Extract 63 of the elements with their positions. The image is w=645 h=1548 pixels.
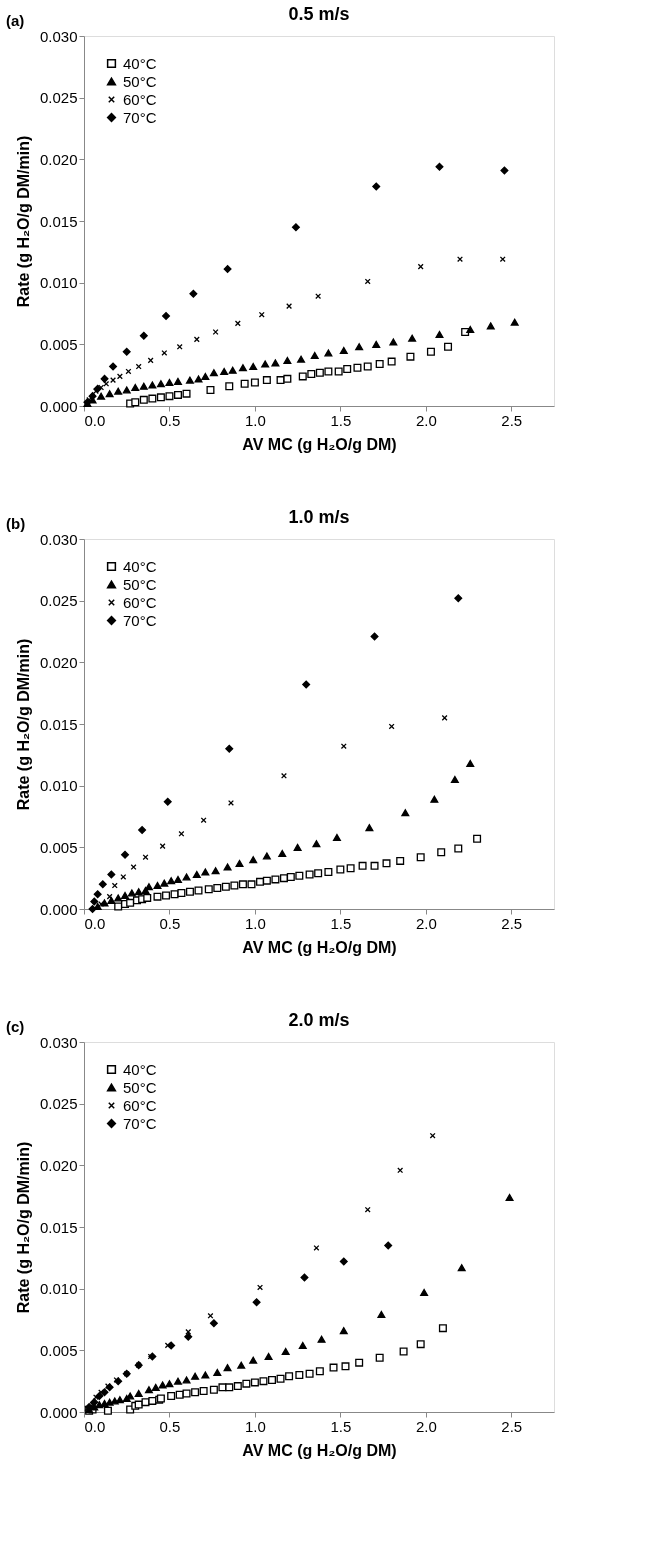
chart-title: 1.0 m/s	[288, 507, 350, 527]
x-tick-label: 0.5	[159, 914, 181, 932]
y-tick-label: 0.030	[39, 530, 78, 548]
chart-title: 2.0 m/s	[288, 1010, 350, 1030]
x-tick-label: 1.0	[244, 1417, 266, 1435]
y-tick-label: 0.015	[39, 212, 78, 230]
y-tick-label: 0.025	[39, 1095, 78, 1113]
y-tick-label: 0.030	[39, 27, 78, 45]
text: (a)	[6, 12, 25, 29]
x-tick-label: 1.5	[330, 914, 352, 932]
x-tick-label: 0.0	[84, 914, 106, 932]
x-tick-label: 2.5	[501, 914, 523, 932]
y-tick-label: 0.030	[39, 1033, 78, 1051]
y-tick-label: 0.025	[39, 592, 78, 610]
legend-label: 70°C	[123, 1114, 157, 1132]
chart-title: 0.5 m/s	[288, 4, 350, 24]
x-tick-label: 2.0	[415, 914, 437, 932]
y-tick-label: 0.025	[39, 89, 78, 107]
y-tick-label: 0.020	[39, 150, 78, 168]
legend-label: 40°C	[123, 1060, 157, 1078]
legend-label: 60°C	[123, 1096, 157, 1114]
y-tick-label: 0.015	[39, 1218, 78, 1236]
text: (c)	[6, 1018, 25, 1035]
y-axis-title: Rate (g H₂O/g DM/min)	[14, 1141, 32, 1314]
text: (b)	[6, 515, 26, 532]
y-tick-label: 0.000	[39, 1403, 78, 1421]
y-tick-label: 0.005	[39, 1341, 78, 1359]
legend-label: 60°C	[123, 90, 157, 108]
y-tick-label: 0.020	[39, 653, 78, 671]
x-tick-label: 2.5	[501, 1417, 523, 1435]
x-tick-label: 0.5	[159, 1417, 181, 1435]
x-tick-label: 1.0	[244, 411, 266, 429]
x-tick-label: 2.0	[415, 1417, 437, 1435]
y-tick-label: 0.020	[39, 1156, 78, 1174]
y-tick-label: 0.000	[39, 397, 78, 415]
legend-label: 40°C	[123, 557, 157, 575]
legend-label: 50°C	[123, 72, 157, 90]
x-tick-label: 1.5	[330, 411, 352, 429]
legend-label: 40°C	[123, 54, 157, 72]
y-tick-label: 0.005	[39, 335, 78, 353]
x-tick-label: 0.5	[159, 411, 181, 429]
legend-label: 50°C	[123, 575, 157, 593]
y-tick-label: 0.010	[39, 777, 78, 795]
y-tick-label: 0.000	[39, 900, 78, 918]
legend-label: 60°C	[123, 593, 157, 611]
x-tick-label: 2.0	[415, 411, 437, 429]
legend-label: 70°C	[123, 108, 157, 126]
legend-label: 50°C	[123, 1078, 157, 1096]
y-tick-label: 0.010	[39, 1280, 78, 1298]
y-tick-label: 0.005	[39, 838, 78, 856]
x-tick-label: 1.0	[244, 914, 266, 932]
x-axis-title: AV MC (g H₂O/g DM)	[242, 1441, 397, 1459]
x-tick-label: 2.5	[501, 411, 523, 429]
x-axis-title: AV MC (g H₂O/g DM)	[242, 435, 397, 453]
x-tick-label: 0.0	[84, 411, 106, 429]
x-axis-title: AV MC (g H₂O/g DM)	[242, 938, 397, 956]
legend-label: 70°C	[123, 611, 157, 629]
y-tick-label: 0.015	[39, 715, 78, 733]
y-axis-title: Rate (g H₂O/g DM/min)	[14, 135, 32, 308]
x-tick-label: 0.0	[84, 1417, 106, 1435]
x-tick-label: 1.5	[330, 1417, 352, 1435]
y-axis-title: Rate (g H₂O/g DM/min)	[14, 638, 32, 811]
y-tick-label: 0.010	[39, 274, 78, 292]
